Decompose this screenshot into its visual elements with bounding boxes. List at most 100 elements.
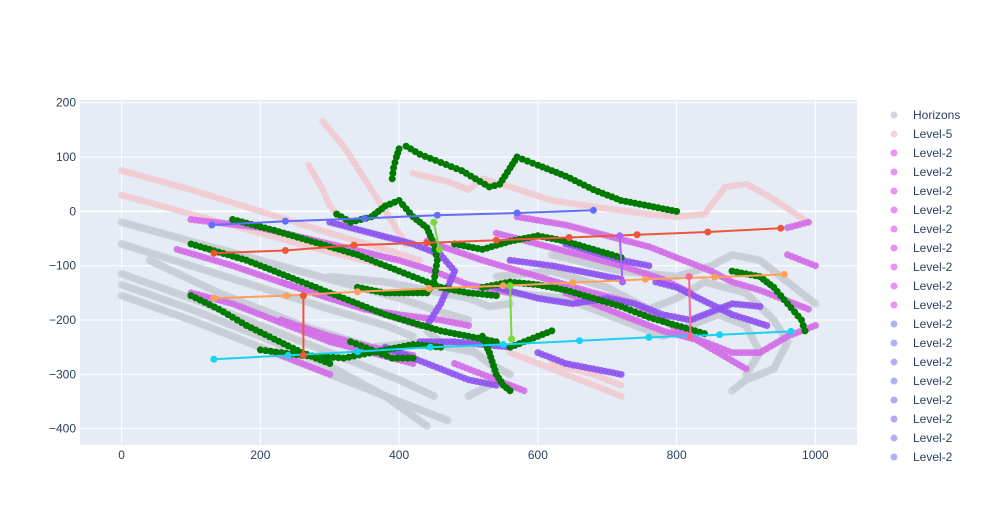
- legend-item[interactable]: Level-5: [890, 127, 953, 141]
- legend-item[interactable]: Level-2: [890, 374, 953, 388]
- well-line: [432, 221, 441, 250]
- well-marker: [210, 355, 218, 363]
- dark-green-series: [187, 142, 809, 395]
- level2-point: [804, 305, 812, 313]
- y-tick-label: 100: [56, 150, 76, 164]
- horizon-point: [742, 370, 750, 379]
- well-line: [618, 235, 624, 283]
- well-marker: [576, 337, 583, 345]
- legend-label: Level-2: [913, 450, 953, 464]
- legend-item[interactable]: Level-2: [890, 165, 953, 179]
- well-marker: [430, 218, 438, 226]
- horizon-point: [422, 422, 431, 430]
- y-tick-label: −400: [49, 422, 76, 436]
- legend-item[interactable]: Level-2: [890, 336, 953, 350]
- horizon-point: [464, 392, 473, 401]
- level2-point: [811, 322, 819, 329]
- legend-label: Level-2: [913, 374, 953, 388]
- legend-item[interactable]: Level-2: [890, 412, 953, 426]
- legend-marker: [890, 206, 898, 214]
- well-marker: [687, 332, 694, 340]
- horizon-point: [506, 370, 515, 379]
- legend-item[interactable]: Horizons: [890, 108, 961, 122]
- horizon-point: [443, 416, 452, 425]
- legend-marker: [890, 415, 898, 423]
- level2-point: [520, 387, 528, 395]
- dark-green-point: [798, 316, 805, 324]
- legend-label: Level-2: [913, 260, 953, 274]
- dark-green-point: [393, 354, 401, 362]
- x-tick-label: 0: [118, 448, 125, 462]
- legend-marker: [890, 339, 898, 347]
- dark-green-point: [395, 145, 403, 153]
- legend-label: Level-2: [913, 317, 953, 331]
- dark-green-point: [492, 338, 500, 346]
- legend-item[interactable]: Level-2: [890, 222, 953, 236]
- legend-item[interactable]: Level-2: [890, 241, 953, 255]
- legend-label: Level-2: [913, 184, 953, 198]
- y-axis-ticks: 200 100 0 −100 −200 −300 −400: [49, 96, 76, 436]
- dark-green-point: [399, 354, 407, 362]
- x-axis-ticks: 0 200 400 600 800 1000: [118, 448, 829, 462]
- legend-label: Level-2: [913, 355, 953, 369]
- well-marker: [777, 224, 785, 232]
- legend-item[interactable]: Level-2: [890, 355, 953, 369]
- x-tick-label: 400: [389, 448, 409, 462]
- well-marker: [780, 270, 788, 278]
- well-marker: [787, 327, 795, 335]
- well-marker: [492, 236, 500, 244]
- dark-green-point: [326, 360, 334, 367]
- dark-green-point: [389, 169, 397, 177]
- dark-green-point: [391, 159, 399, 166]
- level2-point: [756, 303, 764, 310]
- legend-item[interactable]: Level-2: [890, 317, 953, 331]
- well-marker: [281, 217, 289, 225]
- horizon-point: [811, 299, 820, 308]
- x-tick-label: 200: [250, 448, 270, 462]
- legend-item[interactable]: Level-2: [890, 203, 953, 217]
- well-marker: [360, 214, 368, 222]
- legend-item[interactable]: Level-2: [890, 184, 953, 198]
- well-marker: [499, 282, 507, 290]
- legend[interactable]: Horizons Level-5 Level-2 Level-2 Level-2 Leve…: [890, 108, 961, 464]
- legend-item[interactable]: Level-2: [890, 279, 953, 293]
- legend-label: Level-5: [913, 127, 953, 141]
- y-tick-label: −200: [49, 313, 76, 327]
- legend-label: Level-2: [913, 412, 953, 426]
- level5-point: [617, 392, 625, 400]
- legend-marker: [890, 130, 898, 138]
- well-marker: [423, 239, 431, 247]
- dark-green-point: [404, 354, 412, 362]
- legend-marker: [890, 320, 898, 328]
- dark-green-point: [506, 387, 514, 395]
- well-marker: [641, 275, 649, 283]
- legend-marker: [890, 111, 898, 119]
- dark-green-point: [432, 262, 440, 270]
- well-line: [688, 276, 692, 337]
- well-marker: [435, 245, 443, 253]
- well-marker: [711, 273, 719, 281]
- dark-green-point: [432, 267, 439, 275]
- legend-label: Level-2: [913, 279, 953, 293]
- dark-green-point: [277, 349, 285, 357]
- dark-green-point: [432, 156, 439, 164]
- well-marker: [716, 331, 724, 339]
- legend-item[interactable]: Level-2: [890, 431, 953, 445]
- legend-marker: [890, 358, 898, 366]
- well-lines: [208, 206, 795, 363]
- legend-marker: [890, 187, 898, 195]
- level2-point: [811, 262, 819, 270]
- well-marker: [565, 234, 573, 241]
- legend-item[interactable]: Level-2: [890, 298, 953, 312]
- legend-item[interactable]: Level-2: [890, 260, 953, 274]
- legend-item[interactable]: Level-2: [890, 450, 953, 464]
- dark-green-point: [431, 273, 439, 281]
- legend-item[interactable]: Level-2: [890, 146, 953, 160]
- well-marker: [283, 292, 291, 300]
- level5-point: [617, 381, 625, 389]
- legend-label: Horizons: [913, 108, 960, 122]
- legend-item[interactable]: Level-2: [890, 393, 953, 407]
- level2-point: [645, 262, 653, 270]
- well-marker: [645, 333, 653, 341]
